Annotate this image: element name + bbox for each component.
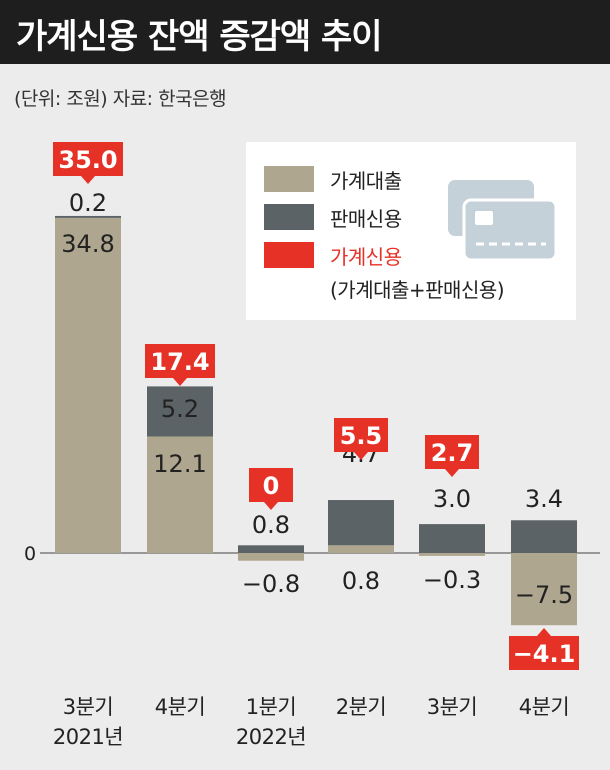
unit-source-note: (단위: 조원) 자료: 한국은행	[14, 88, 227, 110]
data-label-sales-credit: 0.8	[252, 511, 290, 539]
total-callout-pointer	[173, 378, 187, 386]
legend-swatch-loans	[264, 166, 314, 192]
bar-sales-credit	[238, 545, 304, 553]
total-callout-box	[509, 636, 579, 670]
data-label-sales-credit: 3.0	[433, 485, 471, 513]
category-label-year: 2022년	[235, 725, 307, 749]
data-label-total: 2.7	[431, 439, 474, 467]
chart-title: 가계신용 잔액 증감액 추이	[16, 17, 383, 57]
legend-swatch-sales-credit	[264, 204, 314, 230]
credit-card-icon	[448, 180, 558, 262]
bar-loans	[419, 553, 485, 556]
data-label-total: 35.0	[58, 146, 117, 174]
total-callout-box	[425, 435, 479, 469]
total-callout-pointer	[264, 502, 278, 510]
legend-label-total-note: (가계대출+판매신용)	[330, 278, 505, 302]
data-label-loans: −0.3	[423, 566, 481, 594]
category-label-quarter: 4분기	[518, 695, 570, 719]
data-label-loans: 34.8	[61, 230, 114, 258]
data-label-total: 17.4	[150, 348, 209, 376]
total-callout-pointer	[445, 469, 459, 477]
data-label-sales-credit: 5.2	[161, 395, 199, 423]
category-label-quarter: 3분기	[426, 695, 478, 719]
data-label-loans: 0.8	[342, 567, 380, 595]
legend: 가계대출 판매신용 가계신용 (가계대출+판매신용)	[246, 142, 576, 320]
category-label: 3분기	[407, 692, 497, 722]
data-label-sales-credit: 3.4	[525, 485, 563, 513]
data-label-total: 5.5	[340, 422, 383, 450]
total-callout-pointer	[537, 628, 551, 636]
data-label-sales-credit: 0.2	[69, 189, 107, 217]
bar-sales-credit	[147, 386, 213, 437]
legend-swatch-total	[264, 242, 314, 268]
category-label: 3분기 2021년	[43, 692, 133, 752]
legend-label-total: 가계신용	[330, 245, 402, 269]
bar-loans	[238, 553, 304, 561]
total-callout-box	[145, 344, 215, 378]
legend-label-sales-credit: 판매신용	[330, 207, 402, 231]
category-label: 2분기	[316, 692, 406, 722]
zero-tick-label: 0	[24, 543, 36, 565]
category-label-quarter: 3분기	[62, 695, 114, 719]
total-callout-box	[334, 418, 388, 452]
data-label-loans: 12.1	[153, 450, 206, 478]
category-label-quarter: 4분기	[154, 695, 206, 719]
bar-sales-credit	[328, 500, 394, 546]
category-label: 1분기 2022년	[226, 692, 316, 752]
legend-label-loans: 가계대출	[330, 169, 402, 193]
data-label-total: 0	[263, 472, 280, 500]
total-callout-pointer	[354, 452, 368, 460]
category-label-quarter: 1분기	[245, 695, 297, 719]
bar-loans	[511, 553, 577, 626]
bar-loans	[147, 436, 213, 553]
bar-sales-credit	[55, 215, 121, 218]
bar-loans	[328, 545, 394, 553]
data-label-loans: −7.5	[515, 581, 573, 609]
bar-loans	[55, 217, 121, 553]
bar-sales-credit	[511, 520, 577, 553]
category-label: 4분기	[135, 692, 225, 722]
bar-sales-credit	[419, 524, 485, 553]
category-label: 4분기	[499, 692, 589, 722]
data-label-total: −4.1	[513, 640, 576, 668]
title-bar: 가계신용 잔액 증감액 추이	[0, 0, 610, 64]
total-callout-box	[249, 468, 293, 502]
category-label-quarter: 2분기	[335, 695, 387, 719]
category-label-year: 2021년	[52, 725, 124, 749]
data-label-loans: −0.8	[242, 570, 300, 598]
total-callout-box	[53, 142, 123, 176]
total-callout-pointer	[81, 176, 95, 184]
